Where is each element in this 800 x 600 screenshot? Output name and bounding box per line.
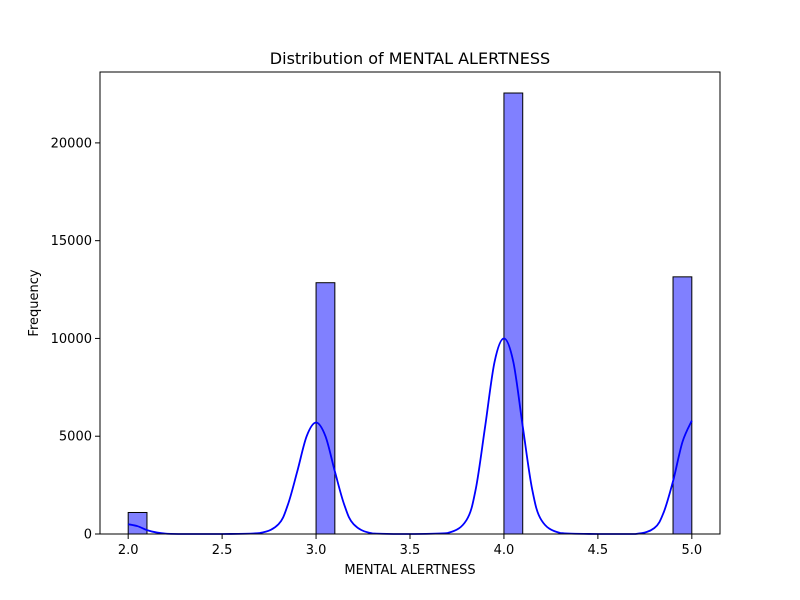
y-tick-label: 15000 — [51, 234, 92, 249]
histogram-bar-0 — [127, 511, 148, 535]
bars-group — [127, 92, 693, 535]
x-tick-label: 2.5 — [212, 543, 233, 558]
y-tick-label: 10000 — [51, 332, 92, 347]
histogram-bar-3 — [672, 276, 693, 535]
y-axis-label: Frequency — [27, 269, 42, 336]
x-tick-label: 4.0 — [494, 543, 515, 558]
x-tick-label: 3.5 — [400, 543, 421, 558]
y-tick-label: 5000 — [59, 430, 92, 445]
y-tick-label: 0 — [84, 528, 92, 543]
histogram-bar-1 — [315, 282, 336, 535]
histogram-bar-2 — [503, 92, 524, 535]
x-tick-label: 2.0 — [118, 543, 139, 558]
y-tick-label: 20000 — [51, 136, 92, 151]
x-axis-label: MENTAL ALERTNESS — [344, 563, 475, 578]
x-axis: 2.0 2.5 3.0 3.5 4.0 4.5 5.0 — [118, 534, 702, 558]
y-axis: 0 5000 10000 15000 20000 — [51, 136, 100, 543]
x-tick-label: 3.0 — [306, 543, 327, 558]
x-tick-label: 4.5 — [588, 543, 609, 558]
chart-title: Distribution of MENTAL ALERTNESS — [270, 49, 550, 68]
x-tick-label: 5.0 — [681, 543, 702, 558]
